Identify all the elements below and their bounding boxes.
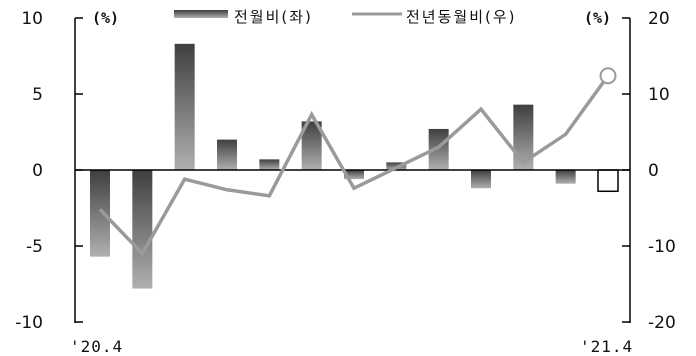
bar	[428, 128, 449, 170]
legend-line-label: 전년동월비(우)	[406, 8, 517, 26]
line-end-marker	[599, 67, 617, 85]
line-path	[98, 74, 610, 257]
bar	[471, 170, 491, 189]
left-unit-label: (%)	[92, 9, 119, 27]
left-tick-label: 5	[32, 85, 43, 105]
bar	[259, 159, 280, 170]
bar	[555, 170, 576, 184]
right-tick-label: -10	[648, 237, 676, 257]
right-tick-label: 0	[648, 161, 659, 181]
left-tick-label: 0	[32, 161, 43, 181]
left-tick-label: 10	[21, 9, 43, 29]
right-tick-label: 10	[648, 85, 670, 105]
bar	[132, 170, 153, 289]
bar	[344, 170, 364, 180]
left-tick-label: -5	[26, 237, 43, 257]
bar-series	[90, 43, 619, 289]
x-tick-label-last: '21.4	[580, 337, 633, 356]
bar	[301, 121, 322, 170]
line-series	[98, 67, 617, 257]
bar	[174, 43, 195, 171]
bar	[90, 170, 110, 257]
x-tick-label-first: '20.4	[70, 337, 123, 356]
right-tick-label: -20	[648, 313, 676, 333]
legend-bar-swatch	[174, 10, 228, 18]
legend: 전월비(좌) 전년동월비(우)	[174, 8, 517, 26]
right-tick-label: 20	[648, 9, 670, 29]
left-axis-ticks: 10 5 0 -5 -10	[15, 9, 83, 333]
bar	[217, 139, 237, 170]
left-tick-label: -10	[15, 313, 43, 333]
right-axis-ticks: 20 10 0 -10 -20	[622, 9, 676, 333]
right-unit-label: (%)	[584, 9, 611, 27]
legend-bar-label: 전월비(좌)	[234, 8, 313, 26]
bar	[597, 169, 619, 193]
